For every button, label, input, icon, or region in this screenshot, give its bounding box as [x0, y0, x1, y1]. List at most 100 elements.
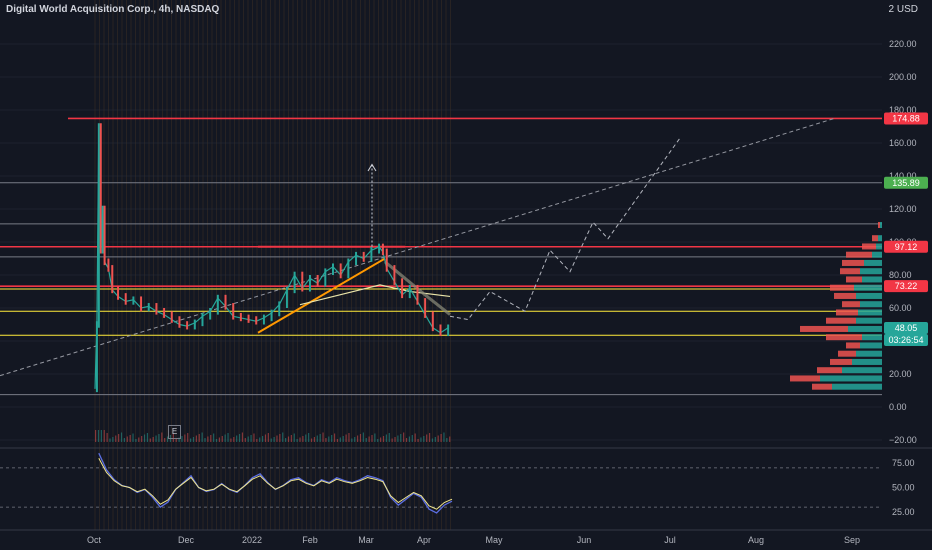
- volume-bar: [290, 435, 292, 442]
- volume-profile-down-bar: [878, 222, 880, 228]
- volume-bar: [333, 433, 336, 442]
- volume-bar: [273, 437, 275, 442]
- volume-bar: [420, 437, 422, 442]
- time-tick-label: Aug: [748, 535, 764, 545]
- volume-bar: [391, 438, 393, 442]
- price-tick-label: −20.00: [889, 435, 917, 445]
- volume-bar: [164, 438, 166, 442]
- currency-code: USD: [896, 4, 918, 15]
- volume-bar: [449, 436, 451, 442]
- time-tick-label: Apr: [417, 535, 431, 545]
- volume-profile-down-bar: [862, 243, 876, 250]
- rsi-signal-line: [98, 458, 453, 510]
- price-tick-label: 0.00: [889, 402, 907, 412]
- volume-bar: [250, 435, 252, 442]
- time-tick-label: 2022: [242, 535, 262, 545]
- projection-arrowhead: [367, 163, 377, 172]
- volume-bar: [181, 436, 183, 442]
- volume-bar: [241, 432, 244, 442]
- volume-profile-up-bar: [856, 350, 882, 357]
- time-tick-label: Oct: [87, 535, 102, 545]
- volume-profile-down-bar: [842, 301, 860, 308]
- price-tick-label: 180.00: [889, 105, 917, 115]
- volume-profile-up-bar: [858, 309, 882, 316]
- volume-bar: [356, 435, 359, 442]
- volume-profile-up-bar: [862, 276, 882, 283]
- volume-bar: [198, 434, 200, 442]
- volume-profile-down-bar: [846, 251, 872, 258]
- volume-bar: [279, 434, 281, 442]
- volume-bar: [417, 439, 419, 442]
- volume-bar: [175, 439, 177, 442]
- volume-bar: [374, 433, 376, 442]
- volume-bar: [400, 434, 402, 442]
- price-tag-label: 174.88: [892, 113, 920, 123]
- volume-bar: [365, 438, 367, 442]
- price-tick-label: 220.00: [889, 39, 917, 49]
- volume-profile-up-bar: [860, 342, 882, 349]
- price-tag-box: [884, 280, 928, 293]
- volume-bar: [218, 437, 220, 442]
- volume-bar: [155, 435, 157, 442]
- volume-bar: [141, 436, 143, 442]
- volume-bar: [187, 433, 189, 442]
- volume-profile-down-bar: [812, 383, 832, 390]
- volume-bar: [293, 433, 295, 442]
- volume-bar: [184, 434, 186, 442]
- volume-bar: [227, 433, 229, 442]
- volume-bar: [233, 437, 235, 442]
- symbol-title: Digital World Acquisition Corp., 4h, NAS…: [6, 4, 220, 15]
- volume-bar: [310, 438, 313, 442]
- earnings-badge[interactable]: E: [168, 425, 181, 439]
- session-bands: [94, 0, 451, 530]
- volume-bar: [261, 436, 264, 442]
- horizontal-levels: [0, 117, 882, 396]
- volume-bar: [118, 434, 120, 442]
- volume-bar: [285, 438, 287, 442]
- volume-bar: [371, 435, 373, 442]
- volume-bar: [132, 433, 134, 442]
- volume-bar: [247, 436, 249, 442]
- rsi-tick-label: 25.00: [892, 507, 915, 517]
- volume-profile-down-bar: [838, 350, 856, 357]
- volume-bar: [158, 434, 160, 442]
- volume-bar: [190, 438, 192, 442]
- volume-bar: [204, 438, 206, 442]
- volume-bar: [362, 432, 364, 442]
- volume-bar: [377, 439, 379, 442]
- price-tag-box: [884, 112, 928, 125]
- volume-bar: [446, 438, 448, 442]
- volume-profile: [790, 222, 882, 390]
- price-tag-label: 135.89: [892, 178, 920, 188]
- volume-profile-down-bar: [790, 375, 820, 382]
- volume-bar: [129, 435, 131, 442]
- price-tags: 174.88 135.89 97.12 73.22 48.05 03:26:54: [884, 112, 928, 346]
- price-projection-path: [449, 137, 681, 321]
- volume-bar: [351, 438, 353, 442]
- volume-bar: [437, 435, 439, 442]
- volume-bar: [166, 436, 169, 442]
- volume-bar: [440, 434, 442, 442]
- volume-profile-down-bar: [840, 268, 860, 275]
- volume-bar: [319, 434, 321, 442]
- volume-bar: [380, 437, 382, 442]
- currency-label[interactable]: 2 USD: [889, 4, 918, 15]
- volume-bar: [305, 434, 307, 442]
- volume-profile-up-bar: [878, 235, 882, 242]
- price-tick-label: 160.00: [889, 138, 917, 148]
- price-tag-label: 03:26:54: [888, 335, 923, 345]
- volume-profile-up-bar: [864, 259, 882, 266]
- volume-bar: [149, 438, 151, 442]
- price-tick-label: 20.00: [889, 369, 912, 379]
- volume-bar: [428, 433, 431, 442]
- volume-bar: [296, 439, 298, 442]
- volume-profile-down-bar: [826, 334, 862, 341]
- volume-bar: [259, 437, 261, 442]
- volume-bar: [106, 433, 108, 442]
- rsi-series: [0, 452, 882, 514]
- volume-bar: [325, 438, 327, 442]
- price-tick-label: 140.00: [889, 171, 917, 181]
- volume-profile-up-bar: [854, 284, 882, 291]
- volume-bar: [213, 433, 215, 442]
